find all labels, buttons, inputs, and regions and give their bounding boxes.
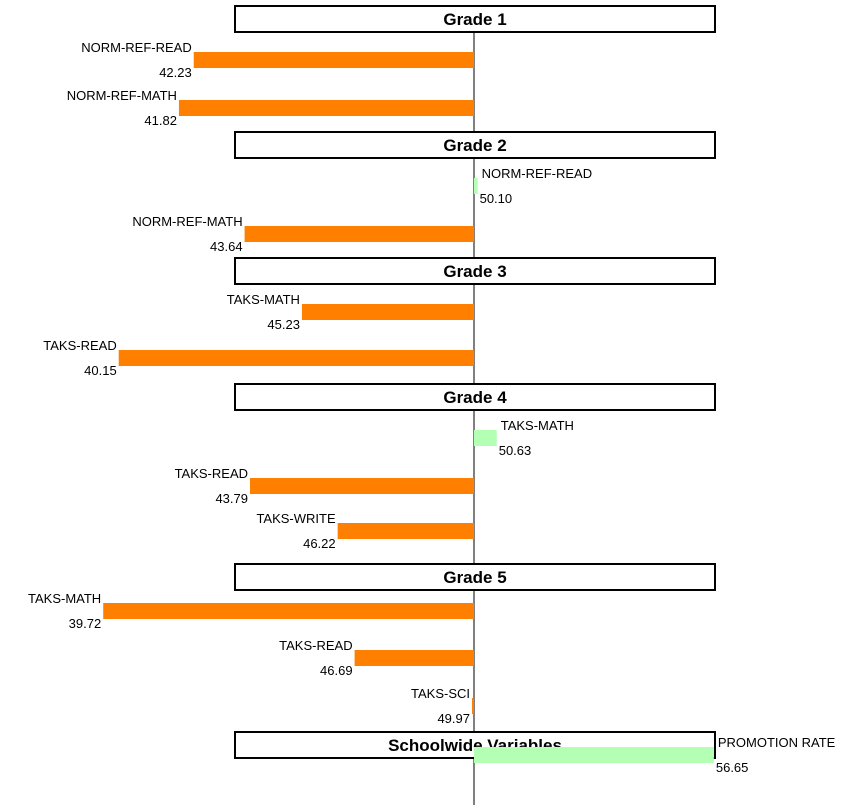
bar-label-grade-2-norm-ref-math: NORM-REF-MATH	[132, 214, 242, 229]
group-header-box-grade-4	[234, 383, 716, 411]
group-header-box-grade-1	[234, 5, 716, 33]
bar-value-grade-2-norm-ref-read: 50.10	[480, 191, 513, 206]
bar-value-grade-5-taks-sci: 49.97	[437, 711, 470, 726]
bar-label-grade-4-taks-write: TAKS-WRITE	[256, 511, 336, 526]
bar-label-grade-1-norm-ref-math: NORM-REF-MATH	[67, 88, 177, 103]
bar-value-schoolwide-variables-promotion-rate: 56.65	[716, 760, 749, 775]
bar-grade-3-taks-read	[118, 350, 474, 366]
bar-grade-5-taks-sci	[472, 698, 474, 714]
bar-value-grade-5-taks-read: 46.69	[320, 663, 353, 678]
bar-value-grade-1-norm-ref-math: 41.82	[144, 113, 177, 128]
group-header-grade-4: Grade 4	[443, 388, 507, 407]
group-header-box-grade-5	[234, 563, 716, 591]
bar-schoolwide-variables-promotion-rate	[474, 747, 714, 763]
group-header-grade-1: Grade 1	[443, 10, 506, 29]
bar-label-grade-1-norm-ref-read: NORM-REF-READ	[81, 40, 192, 55]
bar-label-grade-4-taks-math: TAKS-MATH	[501, 418, 574, 433]
group-header-box-grade-2	[234, 131, 716, 159]
bar-label-grade-5-taks-math: TAKS-MATH	[28, 591, 101, 606]
bar-value-grade-1-norm-ref-read: 42.23	[159, 65, 192, 80]
bar-label-schoolwide-variables-promotion-rate: PROMOTION RATE	[718, 735, 836, 750]
group-header-grade-3: Grade 3	[443, 262, 506, 281]
bar-grade-2-norm-ref-read	[474, 178, 478, 194]
bar-grade-1-norm-ref-read	[193, 52, 475, 68]
bar-grade-4-taks-math	[474, 430, 497, 446]
bar-value-grade-3-taks-math: 45.23	[267, 317, 300, 332]
bar-value-grade-3-taks-read: 40.15	[84, 363, 117, 378]
bar-label-grade-2-norm-ref-read: NORM-REF-READ	[482, 166, 593, 181]
bar-label-grade-3-taks-read: TAKS-READ	[43, 338, 116, 353]
bar-label-grade-3-taks-math: TAKS-MATH	[227, 292, 300, 307]
bar-label-grade-5-taks-read: TAKS-READ	[279, 638, 352, 653]
bar-label-grade-5-taks-sci: TAKS-SCI	[411, 686, 470, 701]
bar-value-grade-5-taks-math: 39.72	[69, 616, 102, 631]
bar-grade-3-taks-math	[301, 304, 474, 320]
bar-value-grade-4-taks-read: 43.79	[215, 491, 248, 506]
bar-value-grade-4-taks-write: 46.22	[303, 536, 336, 551]
bar-grade-4-taks-read	[250, 478, 474, 494]
group-header-box-grade-3	[234, 257, 716, 285]
bar-value-grade-4-taks-math: 50.63	[499, 443, 532, 458]
group-header-grade-2: Grade 2	[443, 136, 506, 155]
bar-grade-4-taks-write	[337, 523, 474, 539]
bar-grade-1-norm-ref-math	[178, 100, 475, 116]
bar-grade-2-norm-ref-math	[244, 226, 474, 242]
bar-label-grade-4-taks-read: TAKS-READ	[175, 466, 248, 481]
bar-grade-5-taks-read	[354, 650, 474, 666]
bar-grade-5-taks-math	[103, 603, 474, 619]
group-header-grade-5: Grade 5	[443, 568, 506, 587]
bar-value-grade-2-norm-ref-math: 43.64	[210, 239, 243, 254]
